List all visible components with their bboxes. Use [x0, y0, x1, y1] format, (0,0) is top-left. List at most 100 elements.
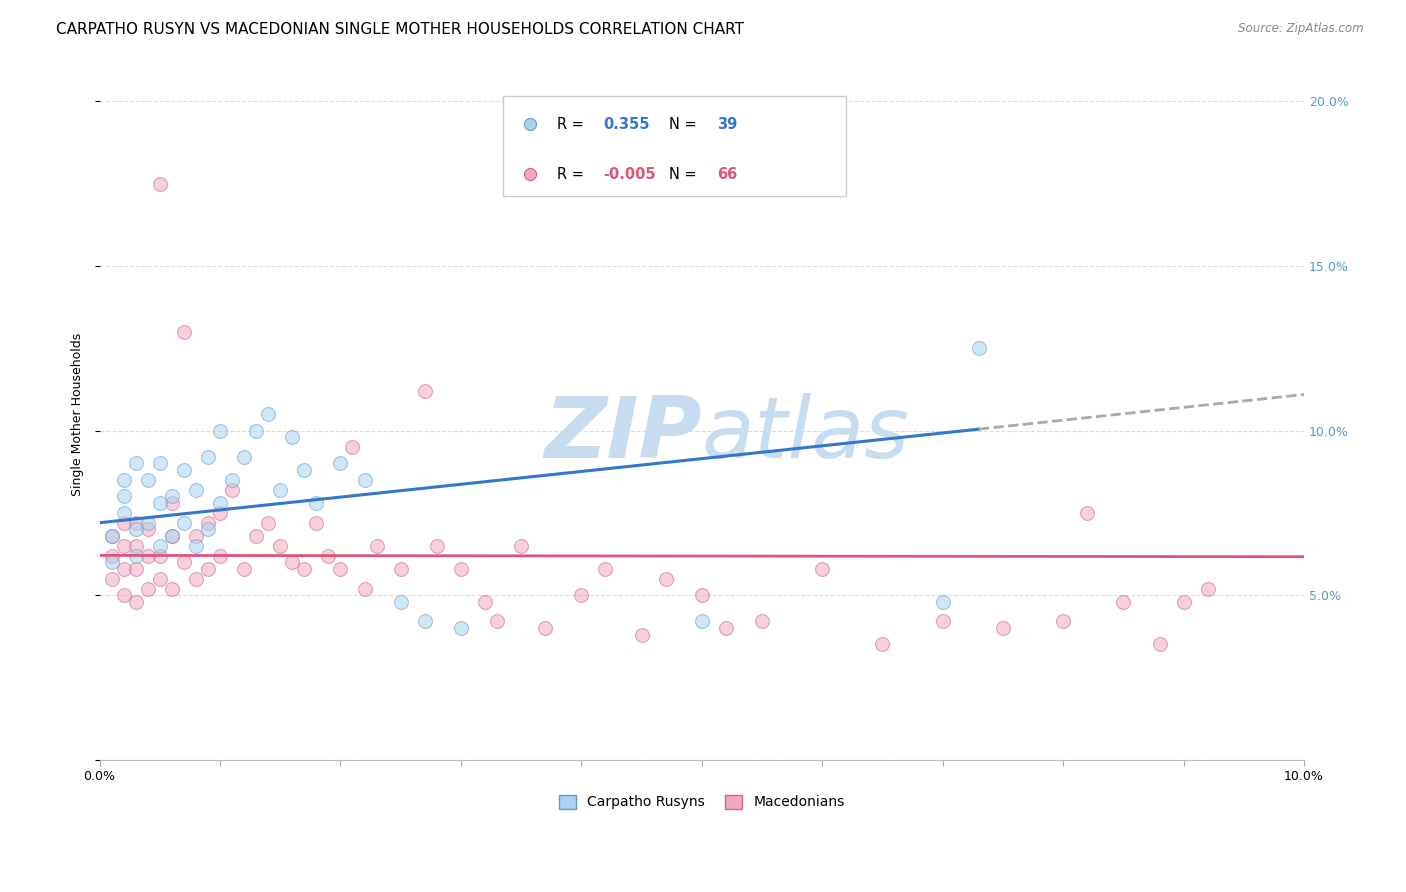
Point — [197, 562, 219, 576]
Point — [149, 539, 172, 553]
Point — [353, 582, 375, 596]
Point — [342, 440, 364, 454]
Point — [124, 539, 146, 553]
Point — [811, 562, 834, 576]
Point — [149, 549, 172, 563]
Point — [149, 457, 172, 471]
Point — [233, 562, 256, 576]
Point — [872, 638, 894, 652]
Point — [292, 562, 315, 576]
Text: N =: N = — [669, 167, 702, 182]
Text: 39: 39 — [717, 117, 738, 132]
Y-axis label: Single Mother Households: Single Mother Households — [72, 333, 84, 496]
Point — [281, 430, 304, 444]
Point — [967, 341, 990, 355]
Point — [389, 595, 412, 609]
Point — [197, 450, 219, 464]
Point — [136, 582, 159, 596]
Point — [450, 621, 472, 635]
Point — [257, 516, 280, 530]
Point — [173, 325, 195, 339]
Point — [245, 529, 267, 543]
FancyBboxPatch shape — [503, 96, 846, 196]
Point — [281, 555, 304, 569]
Point — [389, 562, 412, 576]
Point — [534, 621, 557, 635]
Text: atlas: atlas — [702, 393, 910, 476]
Text: N =: N = — [669, 117, 702, 132]
Point — [991, 621, 1014, 635]
Point — [124, 562, 146, 576]
Point — [112, 539, 135, 553]
Point — [931, 615, 953, 629]
Point — [751, 615, 773, 629]
Point — [160, 496, 183, 510]
Point — [124, 595, 146, 609]
Point — [112, 506, 135, 520]
Point — [233, 450, 256, 464]
Point — [1052, 615, 1074, 629]
Text: -0.005: -0.005 — [603, 167, 655, 182]
Point — [160, 529, 183, 543]
Point — [136, 473, 159, 487]
Point — [208, 496, 231, 510]
Point — [100, 572, 122, 586]
Point — [149, 572, 172, 586]
Point — [100, 529, 122, 543]
Text: Source: ZipAtlas.com: Source: ZipAtlas.com — [1239, 22, 1364, 36]
Point — [112, 588, 135, 602]
Point — [366, 539, 388, 553]
Text: CARPATHO RUSYN VS MACEDONIAN SINGLE MOTHER HOUSEHOLDS CORRELATION CHART: CARPATHO RUSYN VS MACEDONIAN SINGLE MOTH… — [56, 22, 744, 37]
Point — [269, 539, 291, 553]
Point — [292, 463, 315, 477]
Point — [149, 496, 172, 510]
Point — [208, 549, 231, 563]
Point — [160, 489, 183, 503]
Point — [136, 522, 159, 536]
Point — [257, 407, 280, 421]
Point — [269, 483, 291, 497]
Point — [595, 562, 617, 576]
Text: R =: R = — [557, 167, 589, 182]
Text: 66: 66 — [717, 167, 738, 182]
Point — [329, 562, 352, 576]
Point — [221, 483, 243, 497]
Point — [173, 463, 195, 477]
Point — [450, 562, 472, 576]
Point — [318, 549, 340, 563]
Point — [654, 572, 676, 586]
Text: R =: R = — [557, 117, 593, 132]
Point — [208, 506, 231, 520]
Point — [1197, 582, 1219, 596]
Point — [100, 529, 122, 543]
Text: ZIP: ZIP — [544, 393, 702, 476]
Point — [426, 539, 449, 553]
Point — [413, 384, 436, 398]
Point — [112, 473, 135, 487]
Point — [690, 588, 713, 602]
Point — [1076, 506, 1098, 520]
Point — [160, 529, 183, 543]
Point — [1173, 595, 1195, 609]
Point — [124, 522, 146, 536]
Point — [221, 473, 243, 487]
Point — [353, 473, 375, 487]
Point — [184, 529, 207, 543]
Point — [486, 615, 509, 629]
Point — [112, 489, 135, 503]
Point — [112, 562, 135, 576]
Point — [124, 457, 146, 471]
Point — [184, 539, 207, 553]
Point — [173, 555, 195, 569]
Point — [630, 627, 652, 641]
Point — [510, 539, 533, 553]
Point — [100, 549, 122, 563]
Point — [1149, 638, 1171, 652]
Point — [184, 572, 207, 586]
Point — [100, 555, 122, 569]
Text: 0.355: 0.355 — [603, 117, 650, 132]
Point — [569, 588, 592, 602]
Point — [173, 516, 195, 530]
Point — [931, 595, 953, 609]
Point — [690, 615, 713, 629]
